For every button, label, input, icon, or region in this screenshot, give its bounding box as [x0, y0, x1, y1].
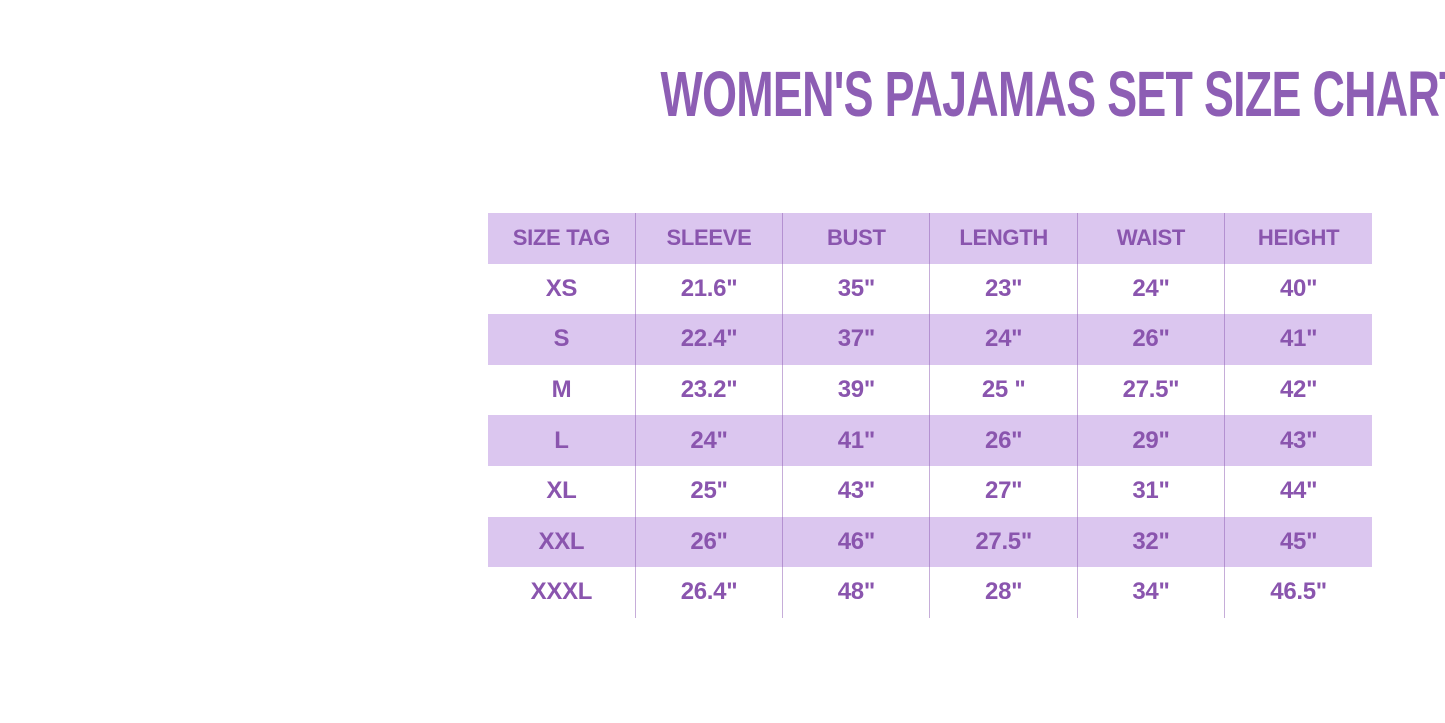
table-row-l: L 24" 41" 26" 29" 43": [488, 415, 1372, 466]
value-cell: 29": [1077, 415, 1226, 466]
table-row-xxl: XXL 26" 46" 27.5" 32" 45": [488, 516, 1372, 568]
size-tag-cell: XS: [488, 263, 636, 315]
table-header-row: SIZE TAG SLEEVE BUST LENGTH WAIST HEIGHT: [488, 213, 1372, 264]
column-header-size-tag: SIZE TAG: [488, 213, 636, 264]
value-cell: 46": [782, 516, 931, 568]
value-cell: 27.5": [929, 516, 1078, 568]
value-cell: 39": [782, 364, 931, 416]
value-cell: 26.4": [635, 567, 784, 618]
value-cell: 31": [1077, 465, 1226, 517]
value-cell: 25": [635, 465, 784, 517]
size-tag-cell: XL: [488, 465, 636, 517]
page-title: WOMEN'S PAJAMAS SET SIZE CHART: [488, 62, 1445, 126]
value-cell: 45": [1279, 527, 1318, 555]
value-cell: 40": [1279, 274, 1318, 302]
value-cell: 27.5": [1077, 364, 1226, 416]
table-header: SIZE TAG SLEEVE BUST LENGTH WAIST HEIGHT: [488, 213, 1372, 264]
value-cell: 23.2": [635, 364, 784, 416]
value-cell: 23": [929, 263, 1078, 315]
page-title-text: WOMEN'S PAJAMAS SET SIZE CHART: [660, 58, 1445, 130]
value-cell: 21.6": [635, 263, 784, 315]
column-header-height: HEIGHT: [1257, 225, 1340, 251]
size-tag-cell: M: [488, 364, 636, 416]
column-header-length: LENGTH: [929, 213, 1078, 264]
value-cell: 24": [929, 314, 1078, 365]
value-cell: 35": [782, 263, 931, 315]
value-cell: 41": [782, 415, 931, 466]
value-cell: 22.4": [635, 314, 784, 365]
table-body: XS 21.6" 35" 23" 24" 40" S 22.4" 37" 24"…: [488, 263, 1372, 618]
column-header-bust: BUST: [782, 213, 931, 264]
value-cell: 26": [929, 415, 1078, 466]
table-row-m: M 23.2" 39" 25 " 27.5" 42": [488, 364, 1372, 416]
column-header-waist: WAIST: [1077, 213, 1226, 264]
value-cell: 25 ": [929, 364, 1078, 416]
table-row-s: S 22.4" 37" 24" 26" 41": [488, 314, 1372, 365]
size-tag-cell: XXL: [488, 516, 636, 568]
value-cell: 26": [1077, 314, 1226, 365]
value-cell: 43": [782, 465, 931, 517]
value-cell: 28": [929, 567, 1078, 618]
table-row-xl: XL 25" 43" 27" 31" 44": [488, 465, 1372, 517]
table-row-xs: XS 21.6" 35" 23" 24" 40": [488, 263, 1372, 315]
value-cell: 48": [782, 567, 931, 618]
value-cell: 37": [782, 314, 931, 365]
value-cell: 26": [635, 516, 784, 568]
value-cell: 34": [1077, 567, 1226, 618]
value-cell: 24": [635, 415, 784, 466]
value-cell: 24": [1077, 263, 1226, 315]
value-cell: 42": [1279, 376, 1318, 404]
value-cell: 46.5": [1270, 578, 1327, 606]
value-cell: 27": [929, 465, 1078, 517]
value-cell: 41": [1279, 325, 1318, 353]
value-cell: 32": [1077, 516, 1226, 568]
value-cell: 43": [1279, 426, 1318, 454]
column-header-sleeve: SLEEVE: [635, 213, 784, 264]
value-cell: 44": [1279, 477, 1318, 505]
table-row-xxxl: XXXL 26.4" 48" 28" 34" 46.5": [488, 567, 1372, 618]
size-tag-cell: S: [488, 314, 636, 365]
size-chart-table: SIZE TAG SLEEVE BUST LENGTH WAIST HEIGHT…: [488, 213, 1372, 618]
size-tag-cell: L: [488, 415, 636, 466]
size-tag-cell: XXXL: [488, 567, 636, 618]
